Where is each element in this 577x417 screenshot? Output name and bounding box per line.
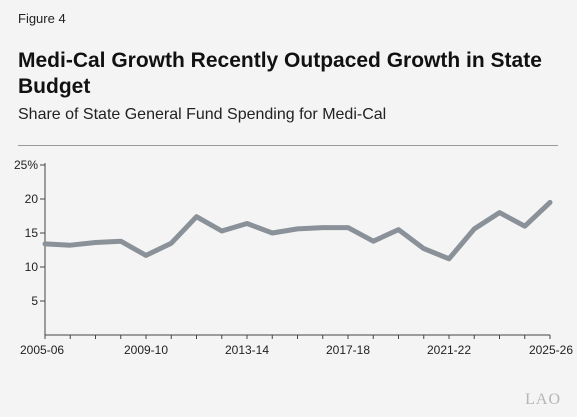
y-tick-label: 25% bbox=[14, 158, 38, 172]
x-tick-label: 2005-06 bbox=[20, 343, 64, 357]
x-tick-label: 2009-10 bbox=[124, 343, 168, 357]
y-tick-label: 5 bbox=[31, 294, 38, 308]
x-tick-label: 2021-22 bbox=[427, 343, 471, 357]
header-divider bbox=[18, 145, 558, 146]
series-line-medi-cal-share bbox=[42, 199, 553, 262]
x-tick-label: 2013-14 bbox=[225, 343, 269, 357]
x-tick-label: 2017-18 bbox=[326, 343, 370, 357]
lao-logo: LAO bbox=[525, 391, 561, 408]
y-tick-label: 20 bbox=[25, 192, 39, 206]
y-tick-label: 10 bbox=[25, 260, 39, 274]
chart-title: Medi-Cal Growth Recently Outpaced Growth… bbox=[18, 49, 542, 98]
y-tick-label: 15 bbox=[25, 226, 39, 240]
x-tick-label: 2025-26 bbox=[529, 343, 573, 357]
chart-subtitle: Share of State General Fund Spending for… bbox=[18, 106, 387, 123]
figure-label: Figure 4 bbox=[18, 11, 66, 26]
y-axis-ticks: 5 10 15 20 25% bbox=[14, 158, 45, 308]
x-axis-ticks: 2005-06 2009-10 2013-14 2017-18 2021-22 2025-… bbox=[20, 335, 573, 357]
